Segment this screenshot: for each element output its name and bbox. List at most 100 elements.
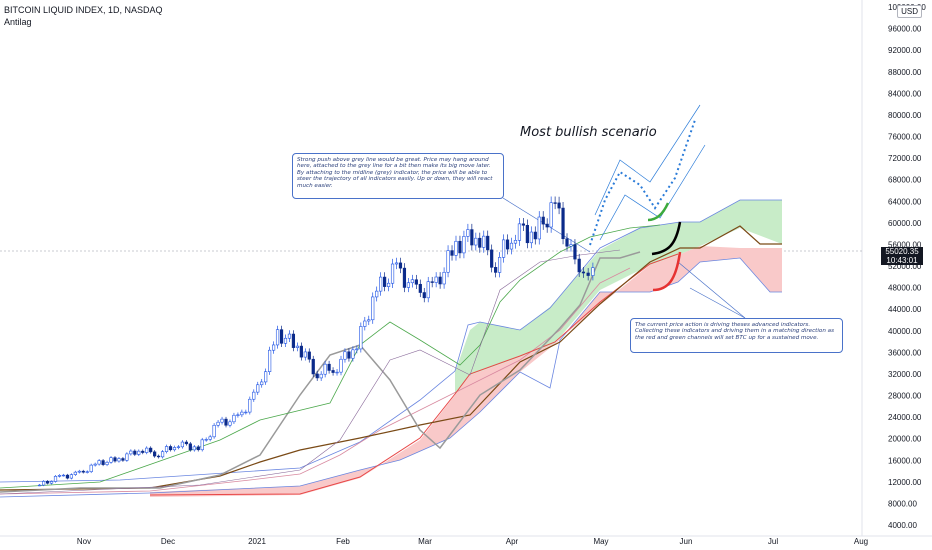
black-drawn-curve [651,221,682,256]
candle-body [97,460,101,465]
currency-button[interactable]: USD [897,5,922,18]
candle-body [430,281,434,283]
candle-body [351,349,355,359]
current-price-badge: 55020.35 [881,247,923,256]
candle-body [521,223,525,226]
callout-leader-2 [677,261,746,319]
y-axis-ticks: 4000.00 8000.00 12000.00 16000.00 20000.00 24… [888,3,926,530]
candle-body [212,424,216,438]
candle-body [216,421,220,426]
candle-body [549,202,553,228]
candle-body [57,475,62,477]
candle-body [125,453,129,461]
y-tick-label: 48000.00 [888,284,922,293]
y-tick-label: 84000.00 [888,89,922,98]
candle-body [494,267,498,273]
y-tick-label: 92000.00 [888,46,922,55]
candle-body [172,447,177,451]
candle-body [49,481,54,484]
candle-body [335,371,339,374]
candle-body [240,411,244,416]
candle-body [375,290,379,298]
candle-body [517,223,522,241]
candle-body [591,267,595,276]
candle-body [438,276,442,285]
candle-body [323,363,327,375]
red-drawn-curve [652,251,682,292]
candle-body [113,457,117,462]
candle-body [359,326,363,350]
candle-body [228,421,232,426]
candle-body [390,263,395,284]
candle-body [42,481,46,486]
candle-body [414,279,418,285]
candle-body [327,363,331,371]
candle-body [454,240,458,256]
candle-body [160,451,165,458]
candle-body [315,373,319,379]
y-tick-label: 28000.00 [888,392,922,401]
candle-body [525,224,529,244]
y-tick-label: 4000.00 [888,521,917,530]
candle-body [105,461,109,465]
candle-body [220,418,224,423]
candle-body [402,267,407,288]
candle-body [446,250,450,273]
candle-body [363,320,367,327]
candle-body [89,464,93,473]
candle-body [418,283,422,293]
candle-body [65,474,70,479]
candle-body [498,257,502,273]
candles [38,196,595,487]
blue-band-lower [0,257,782,498]
candle-body [478,237,482,248]
candle-body [355,348,359,351]
candle-body [474,237,478,246]
candle-body [410,279,414,284]
candle-body [188,443,192,451]
candle-body [121,458,125,461]
y-tick-label: 36000.00 [888,348,922,357]
candle-body [232,414,236,423]
candle-body [283,337,288,344]
candle-body [168,446,173,451]
candle-body [141,450,145,453]
y-tick-label: 40000.00 [888,327,922,336]
candle-body [69,474,73,479]
candle-body [287,333,292,339]
y-tick-label: 60000.00 [888,219,922,228]
candle-body [462,236,466,254]
candle-body [260,381,264,386]
candle-body [200,439,204,451]
candle-body [541,216,545,225]
candle-body [157,455,161,458]
candle-body [204,439,208,441]
x-tick-label: Dec [161,537,175,546]
candle-body [38,484,42,487]
y-tick-label: 96000.00 [888,25,922,34]
x-tick-label: 2021 [248,537,266,546]
pink-line [0,267,631,495]
candle-body [61,474,66,477]
indicator-label: Antilag [4,17,32,27]
candle-body [545,223,549,228]
candle-body [331,370,335,373]
candle-body [513,240,518,244]
thin-line [0,249,621,495]
symbol-line: BITCOIN LIQUID INDEX, 1D, NASDAQ [4,5,163,15]
candle-body [256,384,260,393]
candle-body [295,345,299,348]
candle-body [77,470,81,473]
countdown-badge: 10:43:01 [881,256,923,265]
y-tick-label: 52000.00 [888,262,922,271]
candle-body [406,282,411,288]
candle-body [192,446,196,451]
candle-body [573,244,577,260]
candle-body [383,276,387,287]
candle-body [244,411,248,414]
callout-indicators-note: The current price action is driving thes… [630,318,843,353]
callout-grey-line-note: Strong push above grey line would be gre… [292,153,504,199]
green-line [0,224,661,489]
y-tick-label: 44000.00 [888,305,922,314]
